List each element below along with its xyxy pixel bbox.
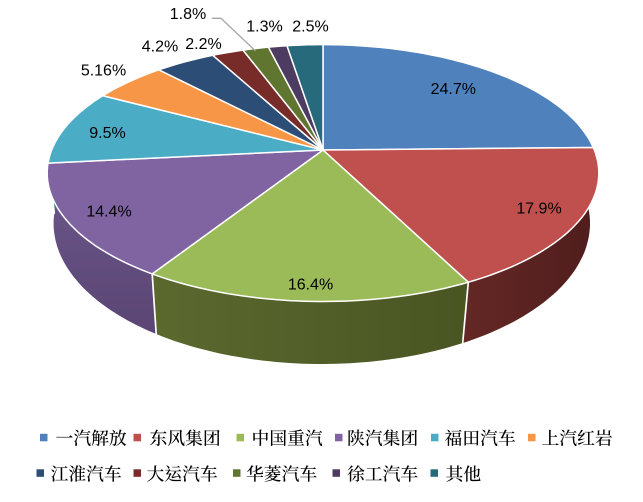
svg-text:24.7%: 24.7% [431, 81, 476, 98]
svg-text:1.3%: 1.3% [246, 19, 282, 36]
svg-text:4.2%: 4.2% [142, 39, 178, 56]
svg-text:2.2%: 2.2% [185, 36, 221, 53]
svg-text:1.8%: 1.8% [170, 6, 206, 23]
svg-text:16.4%: 16.4% [288, 277, 333, 294]
svg-text:9.5%: 9.5% [89, 125, 125, 142]
svg-text:14.4%: 14.4% [86, 203, 131, 220]
svg-text:5.16%: 5.16% [81, 63, 126, 80]
svg-text:2.5%: 2.5% [292, 19, 328, 36]
svg-text:17.9%: 17.9% [516, 201, 561, 218]
